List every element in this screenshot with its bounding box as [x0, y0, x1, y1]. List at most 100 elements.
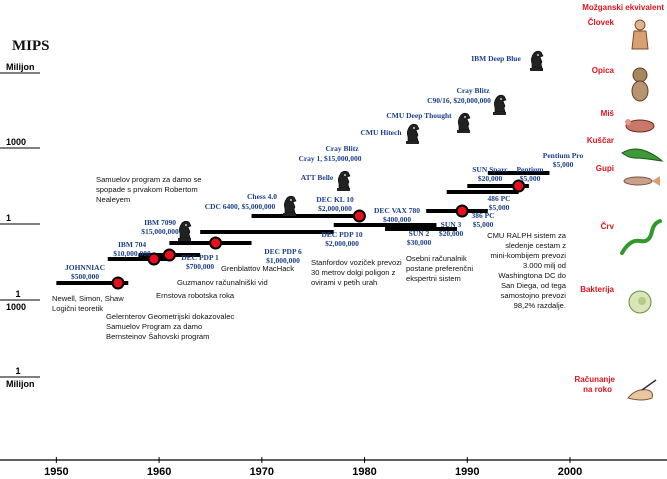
computer-price: $5,000: [489, 203, 510, 212]
computer-price: $20,000: [478, 174, 503, 183]
knight-head: [494, 94, 507, 113]
sidebar-label: Črv: [601, 222, 615, 231]
computer-price: $30,000: [407, 238, 432, 247]
knight-base: [530, 68, 543, 71]
computer-price: $500,000: [71, 272, 99, 281]
knight-base: [337, 188, 350, 191]
head: [634, 19, 646, 31]
knight-eye: [344, 174, 346, 176]
chess-knight-icon: [493, 94, 507, 115]
highlight-point: [455, 204, 469, 218]
note-line: 3.000 milj od: [523, 261, 566, 270]
pen: [641, 379, 657, 391]
note-line: Washingtona DC do: [498, 271, 566, 280]
worm-figure-icon: [620, 219, 662, 255]
knight-head: [338, 170, 351, 189]
computer-label: Chess 4.0: [247, 192, 277, 201]
note-line: Newell, Simon, Shaw: [52, 294, 124, 303]
computer-label: JOHNNIAC: [65, 263, 105, 272]
computer-label: DEC PDP 10: [321, 230, 363, 239]
data-bar: [487, 171, 550, 175]
y-tick-label: Milijon: [6, 62, 35, 72]
computer-price: $15,000,000: [141, 227, 179, 236]
computer-price: $5,000: [473, 220, 494, 229]
highlight-point: [352, 209, 366, 223]
note-line: postane preferenčni: [406, 264, 473, 273]
computer-price: $2,000,000: [318, 204, 352, 213]
body: [620, 219, 662, 255]
x-tick-label: 1990: [455, 466, 479, 478]
y-tick-label: 1: [15, 366, 20, 376]
computer-price: $5,000: [553, 160, 574, 169]
computer-price: $400,000: [383, 215, 411, 224]
computer-label: 386 PC: [471, 211, 494, 220]
body: [623, 176, 653, 186]
note-line: Logični teoretik: [52, 304, 103, 313]
y-tick-label: 1: [6, 213, 11, 223]
knight-eye: [185, 224, 187, 226]
computer-price: $700,000: [186, 262, 214, 271]
computer-label: DEC PDP 6: [264, 247, 302, 256]
chart-title: MIPS: [12, 38, 50, 54]
note-line: Stanfordov voziček prevozi: [311, 258, 402, 267]
chess-knight-icon: [406, 123, 420, 144]
computer-label: IBM 7090: [144, 218, 176, 227]
knight-head: [179, 220, 192, 239]
computer-label: DEC VAX 780: [374, 206, 420, 215]
body: [631, 80, 649, 102]
y-tick-label: 1: [15, 289, 20, 299]
computer-label: Cray Blitz: [325, 144, 359, 153]
data-bar: [333, 223, 437, 227]
highlight-point: [209, 236, 223, 250]
computer-price: $5,000: [520, 174, 541, 183]
note-line: Nealeyem: [96, 195, 130, 204]
computer-price: $20,000: [439, 229, 464, 238]
note-line: ovirami v petih urah: [311, 278, 377, 287]
note-line: 30 metrov dolgi poligon z: [311, 268, 396, 277]
note-line: Bernsteinov Šahovski program: [106, 332, 209, 341]
computer-price: $1,000,000: [266, 256, 300, 265]
computer-label: IBM Deep Blue: [471, 54, 521, 63]
data-bar: [107, 257, 170, 261]
x-tick-label: 1980: [352, 466, 376, 478]
computer-label: SUN 3: [441, 220, 462, 229]
knight-eye: [413, 127, 415, 129]
computer-label: Cray 1, $15,000,000: [298, 154, 361, 163]
ear: [625, 119, 631, 125]
computer-label: ATT Belle: [301, 173, 334, 182]
y-tick-label: 1000: [6, 137, 26, 147]
knight-eye: [537, 54, 539, 56]
knight-eye: [464, 116, 466, 118]
nucleus: [638, 297, 646, 305]
chess-knight-icon: [457, 112, 471, 133]
knight-head: [284, 195, 297, 214]
knight-head: [407, 123, 420, 142]
computer-label: Pentium Pro: [543, 151, 584, 160]
knight-base: [178, 238, 191, 241]
sidebar-label: Bakterija: [580, 285, 614, 294]
highlight-point: [111, 276, 125, 290]
note-line: spopade s prvakom Robertom: [96, 185, 198, 194]
computer-label: Pentium: [516, 165, 544, 174]
highlight-point: [162, 248, 176, 262]
computer-label: C90/16, $20,000,000: [427, 96, 491, 105]
data-bar: [251, 214, 365, 218]
head: [632, 67, 648, 83]
chess-knight-icon: [283, 195, 297, 216]
sidebar-label: Računanje: [575, 375, 616, 384]
computer-label: SUN 2: [409, 229, 430, 238]
sidebar-title: Možganski ekvivalent: [582, 3, 664, 12]
x-tick-label: 2000: [558, 466, 582, 478]
computer-labels: JOHNNIAC$500,000 IBM 704$10,000,000 IBM 70…: [65, 54, 583, 281]
sidebar-label: na roko: [583, 385, 612, 394]
note-line: samostojno prevozi: [501, 291, 567, 300]
computer-label: IBM 704: [118, 240, 146, 249]
note-line: Grenblattov MacHack: [221, 264, 294, 273]
data-bar: [385, 227, 457, 231]
computer-label: 486 PC: [487, 194, 510, 203]
computer-label: DEC KL 10: [316, 195, 354, 204]
mouse-figure-icon: [625, 119, 655, 133]
note-line: San Diega, od tega: [501, 281, 567, 290]
